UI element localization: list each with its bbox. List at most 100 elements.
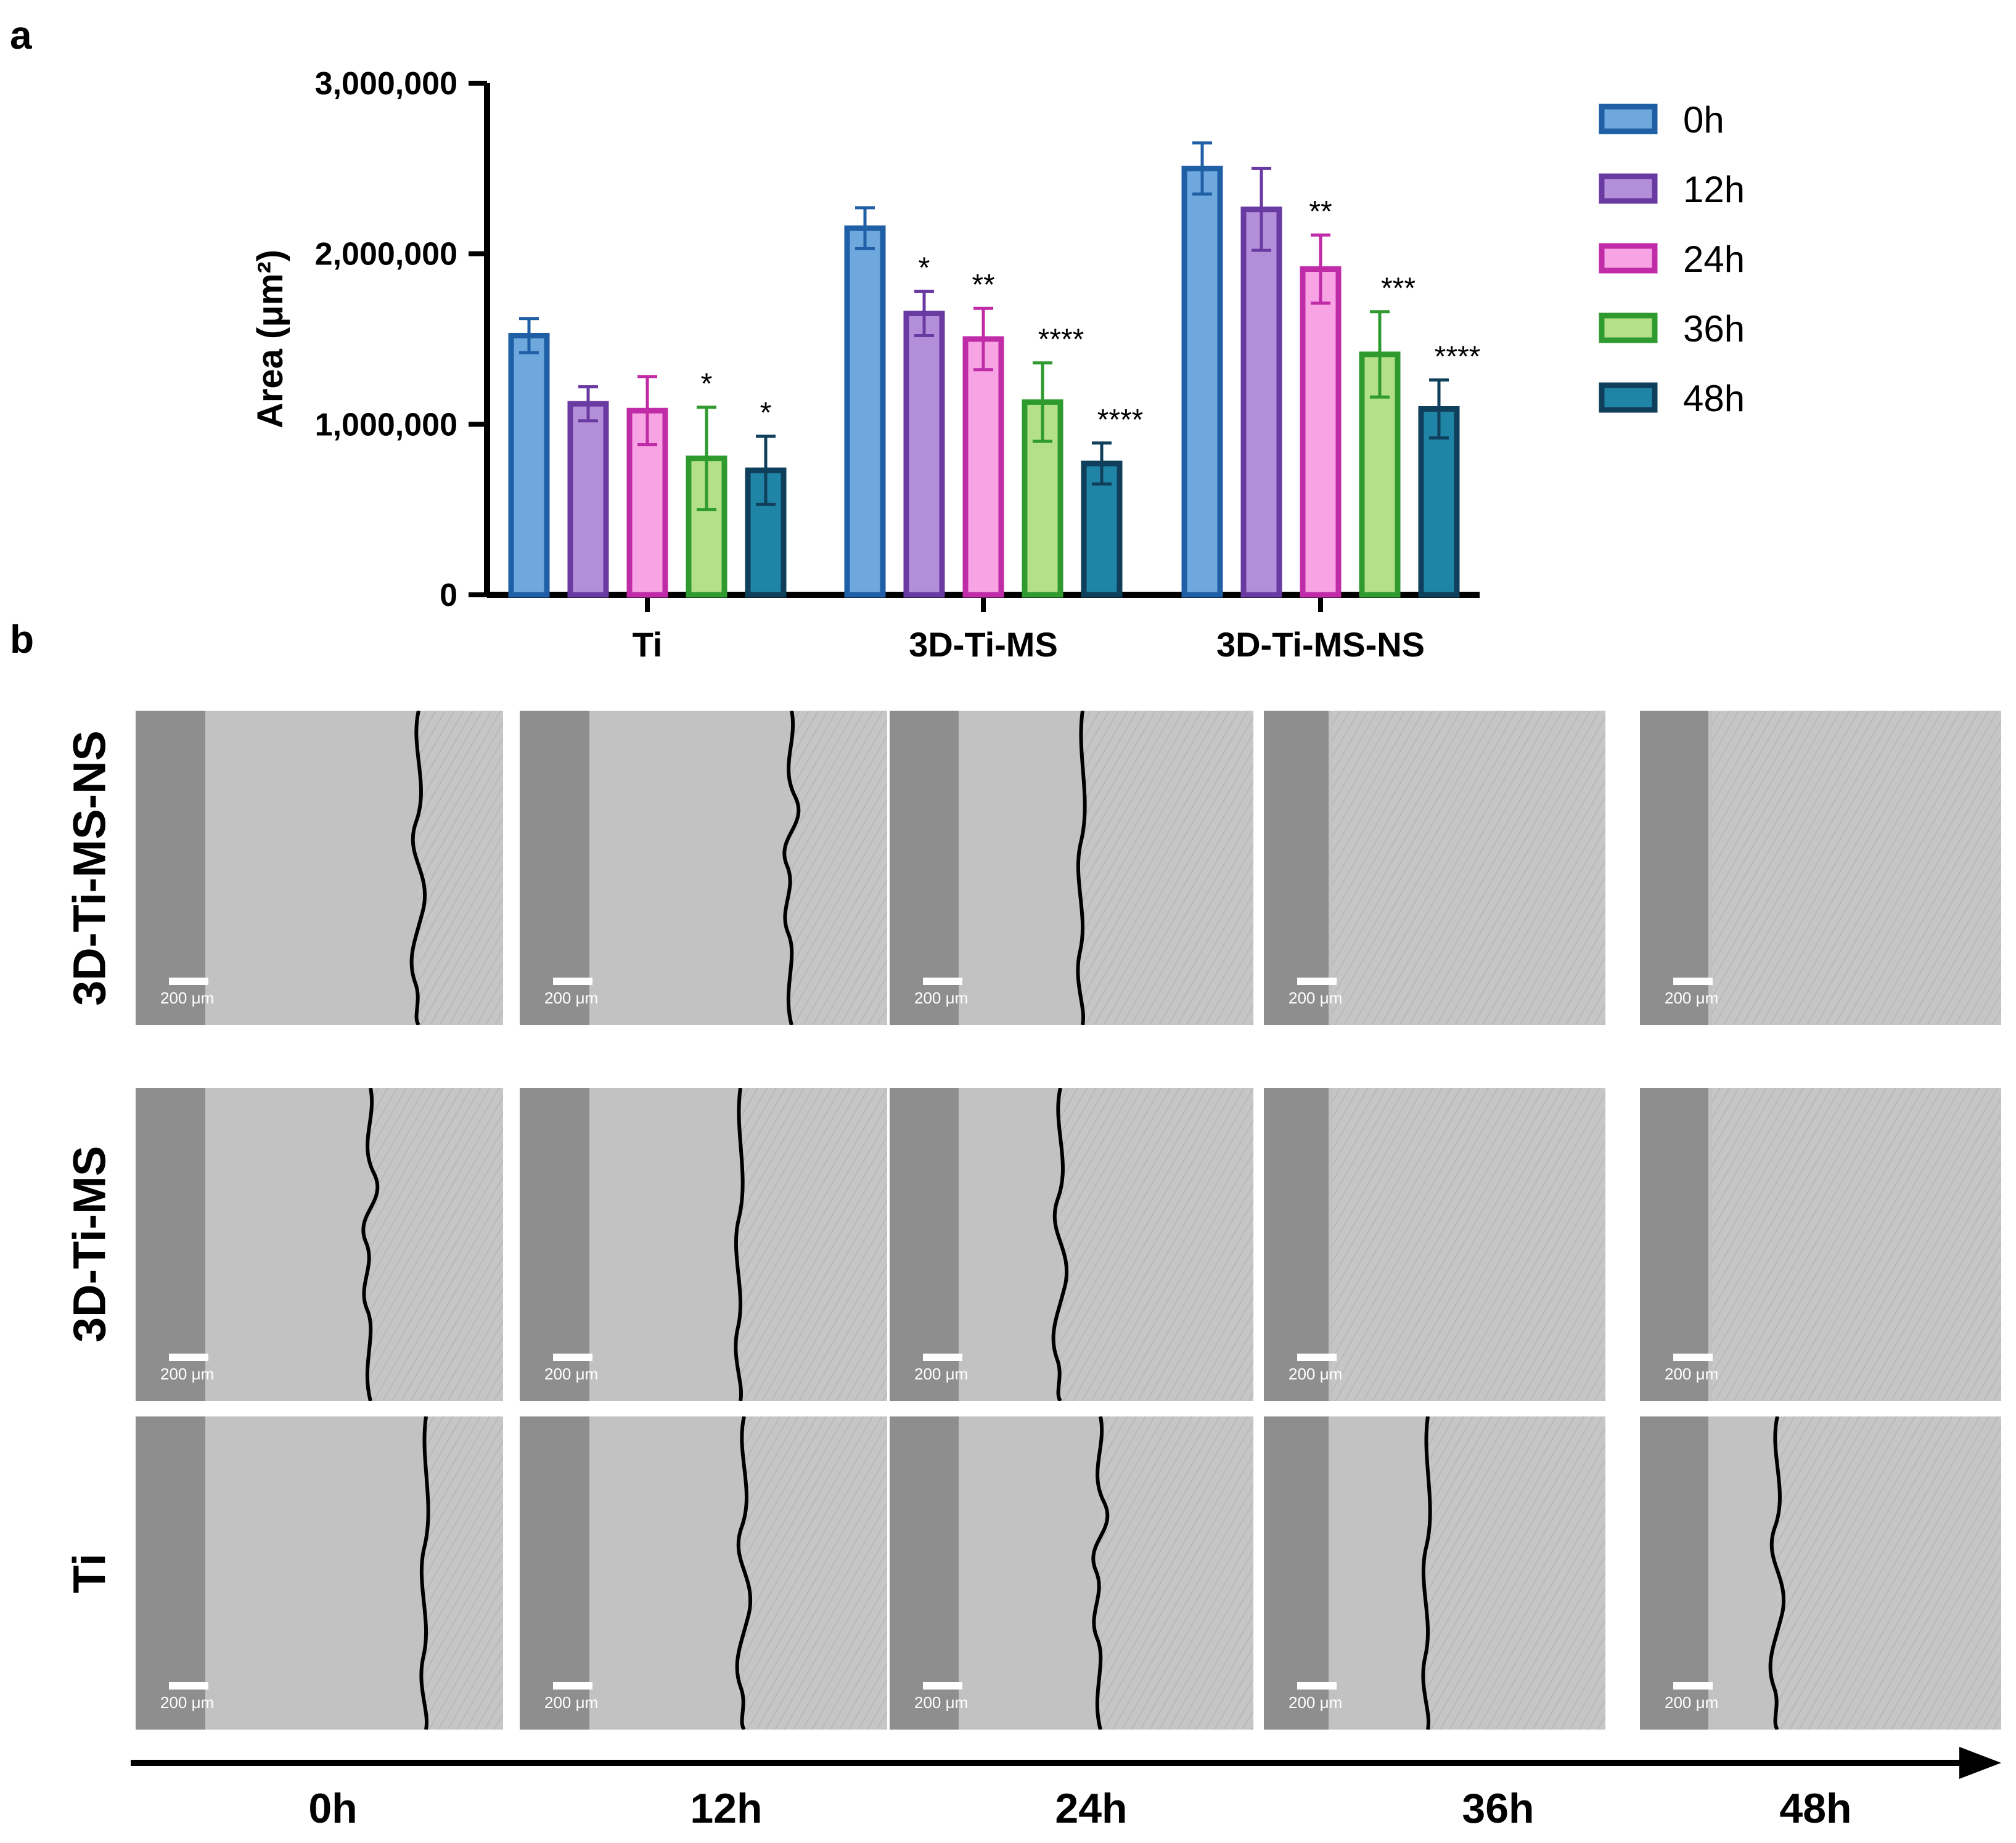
bar: [1240, 206, 1282, 598]
implant-edge: [1640, 1088, 1708, 1401]
micrograph-tile: 200 μm: [136, 711, 503, 1025]
x-category-label: Ti: [633, 625, 663, 664]
micrograph-tile: 200 μm: [520, 1088, 887, 1401]
scale-bar: 200 μm: [914, 978, 988, 1008]
significance-marker: ***: [1381, 272, 1416, 305]
cell-zone: [1060, 1088, 1253, 1401]
migration-front-line: [782, 711, 801, 1025]
scale-bar-label: 200 μm: [914, 1365, 969, 1383]
front-path: [361, 1088, 380, 1401]
implant-edge: [890, 1416, 959, 1730]
time-arrow: [131, 1747, 2001, 1779]
scale-bar-line: [169, 1682, 208, 1690]
implant-edge: [520, 1416, 589, 1730]
cell-zone: [1100, 1416, 1253, 1730]
scale-bar: 200 μm: [1665, 1682, 1739, 1712]
implant-edge: [1640, 1416, 1708, 1730]
time-arrow-head: [1959, 1747, 2001, 1779]
cell-zone: [740, 1088, 887, 1401]
scale-bar: 200 μm: [1665, 1354, 1739, 1384]
migration-front-line: [1051, 1088, 1069, 1401]
scale-bar-label: 200 μm: [1289, 989, 1343, 1007]
significance-marker: ****: [1038, 324, 1084, 356]
bar: [962, 336, 1004, 598]
micrograph-tile: 200 μm: [890, 1416, 1253, 1730]
micrograph-tile: 200 μm: [1264, 1416, 1605, 1730]
row-label: Ti: [64, 1553, 115, 1593]
significance-marker: *: [919, 252, 930, 285]
legend-label: 36h: [1683, 308, 1745, 349]
front-path: [419, 1416, 430, 1730]
front-path: [782, 711, 801, 1025]
cell-zone: [1712, 711, 2001, 1025]
significance-marker: **: [972, 269, 994, 301]
x-category-label: 3D-Ti-MS: [909, 625, 1058, 664]
micrograph-tile: 200 μm: [520, 1416, 887, 1730]
migration-front-line: [1076, 711, 1087, 1025]
cell-zone: [744, 1416, 887, 1730]
front-path: [1421, 1416, 1432, 1730]
panel-b-label: b: [10, 617, 35, 661]
migration-front-line: [734, 1088, 745, 1401]
cell-zone: [1712, 1088, 2001, 1401]
scale-bar-line: [553, 978, 592, 985]
implant-edge: [1640, 711, 1708, 1025]
migration-front-line: [1768, 1416, 1786, 1730]
front-path: [735, 1416, 753, 1730]
implant-edge: [136, 711, 205, 1025]
scale-bar: 200 μm: [1665, 978, 1739, 1008]
scale-bar-label: 200 μm: [1665, 1365, 1719, 1383]
scale-bar-line: [1673, 1354, 1713, 1361]
implant-edge: [1264, 711, 1329, 1025]
scale-bar-line: [553, 1682, 592, 1690]
scale-bar: 200 μm: [1289, 1354, 1362, 1384]
front-path: [1091, 1416, 1110, 1730]
scale-bar-label: 200 μm: [1289, 1693, 1343, 1712]
scale-bar-line: [169, 978, 208, 985]
y-tick-label: 1,000,000: [315, 407, 457, 443]
time-label: 12h: [690, 1785, 763, 1832]
scale-bar-label: 200 μm: [1665, 1693, 1719, 1712]
front-path: [1768, 1416, 1786, 1730]
legend-swatch: [1599, 173, 1658, 204]
cell-zone: [419, 711, 503, 1025]
scale-bar: 200 μm: [544, 1682, 618, 1712]
micrograph-tile: 200 μm: [890, 1088, 1253, 1401]
legend-label: 48h: [1683, 378, 1745, 419]
bar-chart: 0 1,000,000 2,000,000 3,000,000 Area (μm²) Ti…: [250, 66, 1745, 664]
bar: [844, 225, 886, 598]
significance-marker: ****: [1435, 340, 1481, 373]
scale-bar-label: 200 μm: [914, 1693, 969, 1712]
significance-marker: *: [701, 368, 713, 401]
migration-front-line: [409, 711, 427, 1025]
significance-marker: ****: [1097, 404, 1144, 436]
scale-bar-line: [923, 1682, 962, 1690]
migration-front-line: [419, 1416, 430, 1730]
front-path: [1051, 1088, 1069, 1401]
scale-bar: 200 μm: [160, 978, 234, 1008]
scale-bar-line: [923, 1354, 962, 1361]
y-tick-label: 0: [440, 578, 457, 613]
legend-swatch: [1599, 313, 1658, 343]
scale-bar: 200 μm: [914, 1682, 988, 1712]
scale-bar-line: [1673, 978, 1713, 985]
scale-bar-label: 200 μm: [544, 1365, 599, 1383]
micrograph-tile: 200 μm: [520, 711, 887, 1025]
scale-bar-line: [1297, 1354, 1337, 1361]
legend-swatch: [1599, 382, 1658, 413]
panel-a-label: a: [10, 13, 32, 57]
x-category-label: 3D-Ti-MS-NS: [1216, 625, 1425, 664]
micrograph-tile: 200 μm: [136, 1416, 503, 1730]
scale-bar-label: 200 μm: [1665, 989, 1719, 1007]
migration-front-line: [735, 1416, 753, 1730]
bar: [1300, 266, 1342, 598]
time-label: 0h: [308, 1785, 358, 1832]
significance-marker: *: [760, 397, 772, 430]
scale-bar: 200 μm: [160, 1354, 234, 1384]
scale-bar-label: 200 μm: [160, 1365, 215, 1383]
cell-zone: [426, 1416, 503, 1730]
implant-edge: [890, 1088, 959, 1401]
legend-swatch: [1599, 243, 1658, 274]
micrograph-tile: 200 μm: [1640, 1416, 2001, 1730]
front-path: [1076, 711, 1087, 1025]
